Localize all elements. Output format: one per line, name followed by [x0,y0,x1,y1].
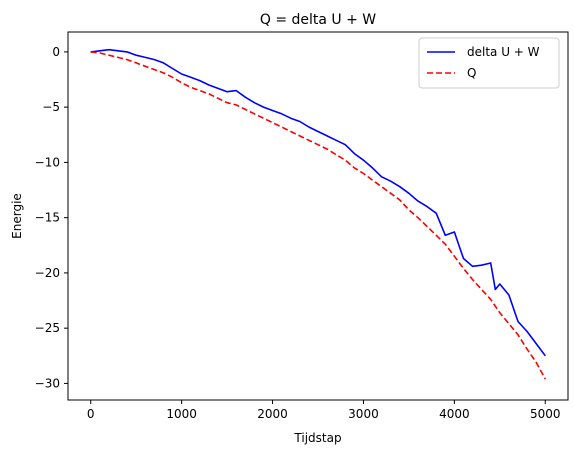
plot-area: 0 1000 2000 3000 4000 5000 0 −5 −10 −15 −20 −25 −30 [35,31,569,421]
y-tick-label: −15 [35,211,60,225]
x-tick-label: 0 [87,407,95,421]
y-axis: 0 −5 −10 −15 −20 −25 −30 [35,45,68,390]
x-tick-label: 4000 [439,407,470,421]
x-tick-label: 1000 [166,407,197,421]
legend-label-1: delta U + W [467,45,540,59]
x-tick-label: 3000 [348,407,379,421]
legend-box [418,37,560,89]
series-lines [90,48,547,380]
y-tick-label: −5 [42,100,60,114]
axes-frame [67,31,569,401]
y-axis-title: Energie [10,193,24,239]
y-tick-label: −25 [35,321,60,335]
y-tick-label: −20 [35,266,60,280]
legend: delta U + W Q [418,37,560,89]
x-tick-label: 2000 [257,407,288,421]
chart-title: Q = delta U + W [260,12,376,28]
x-axis: 0 1000 2000 3000 4000 5000 [87,400,561,421]
legend-label-2: Q [467,66,476,80]
y-tick-label: −10 [35,155,60,169]
y-tick-label: −30 [35,376,60,390]
series-line-1 [90,48,546,357]
x-axis-title: Tijdstap [293,431,341,445]
x-tick-label: 5000 [530,407,561,421]
y-tick-label: 0 [52,45,60,59]
series-line-2 [90,51,547,380]
